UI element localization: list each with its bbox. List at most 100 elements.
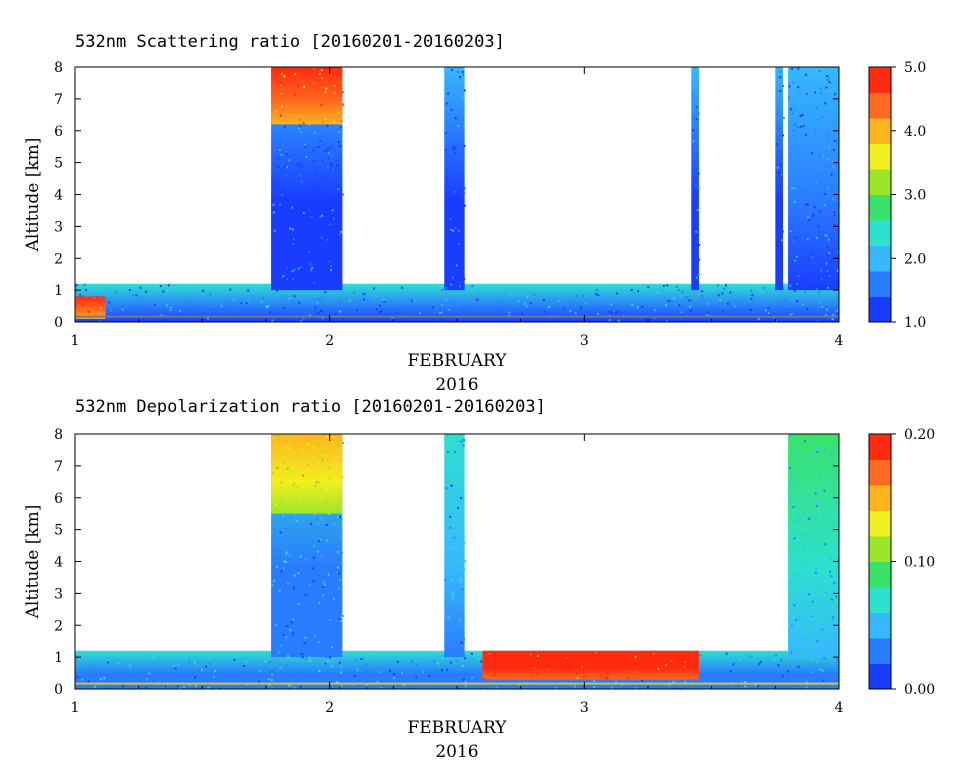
speckle [449,477,452,480]
speckle [305,114,308,117]
speckle [450,484,453,487]
speckle [781,85,784,88]
speckle [789,511,792,514]
speckle [275,250,278,253]
speckle [213,675,216,678]
speckle [435,654,438,657]
speckle [164,306,167,309]
speckle [456,70,459,73]
speckle [78,287,81,290]
speckle [312,580,315,583]
speckle [279,531,282,534]
x-tick-label: 2 [325,333,334,349]
speckle [797,86,800,89]
speckle [275,503,278,506]
speckle [827,157,830,160]
y-tick-label: 1 [54,283,63,299]
speckle [458,619,461,622]
speckle [451,597,454,600]
speckle [789,626,792,629]
speckle [119,317,122,320]
speckle [781,230,784,233]
speckle [526,316,529,319]
speckle [308,251,311,254]
speckle [447,616,450,619]
speckle [282,109,285,112]
speckle [689,309,692,312]
speckle [329,73,332,76]
speckle [450,233,453,236]
speckle [826,596,829,599]
speckle [791,67,794,70]
speckle [444,148,447,151]
speckle [767,307,770,310]
speckle [336,571,339,574]
speckle [476,298,479,301]
speckle [319,517,322,520]
speckle [695,106,698,109]
speckle [327,573,330,576]
speckle [523,303,526,306]
speckle [634,670,637,673]
speckle [316,157,319,160]
speckle [826,669,829,672]
speckle [145,290,148,293]
speckle [314,306,317,309]
speckle [276,565,279,568]
speckle [678,288,681,291]
speckle [274,436,277,439]
speckle [322,121,325,124]
speckle [401,286,404,289]
speckle [159,285,162,288]
colorbar-segment [869,561,891,588]
speckle [454,224,457,227]
speckle [796,519,799,522]
x-tick-label: 1 [71,333,80,349]
y-tick-label: 5 [54,523,63,539]
speckle [451,592,454,595]
y-tick-label: 3 [54,219,63,235]
speckle [818,291,821,294]
speckle [285,150,288,153]
speckle [293,268,296,271]
speckle [822,546,825,549]
speckle [558,300,561,303]
speckle [450,479,453,482]
speckle [790,313,793,316]
speckle [738,658,741,661]
speckle [392,317,395,320]
x-axis-label-year: 2016 [435,375,478,395]
speckle [615,676,618,679]
speckle [360,658,363,661]
speckle [517,299,520,302]
speckle [450,134,453,137]
speckle [815,504,818,507]
speckle [484,675,487,678]
speckle [832,166,835,169]
speckle [830,454,833,457]
speckle [76,675,79,678]
y-tick-label: 4 [54,188,63,204]
speckle [421,670,424,673]
speckle [461,70,464,73]
feature-cloud-top-1 [271,434,343,514]
speckle [309,158,312,161]
speckle [750,297,753,300]
speckle [826,630,829,633]
speckle [101,657,104,660]
speckle [792,240,795,243]
speckle [835,309,838,312]
speckle [575,295,578,298]
speckle [319,538,322,541]
speckle [282,567,285,570]
speckle [429,284,432,287]
speckle [461,588,464,591]
speckle [313,634,316,637]
speckle [495,686,498,689]
speckle [822,679,825,682]
speckle [323,581,326,584]
speckle [286,467,289,470]
speckle [803,628,806,631]
speckle [824,448,827,451]
speckle [374,294,377,297]
